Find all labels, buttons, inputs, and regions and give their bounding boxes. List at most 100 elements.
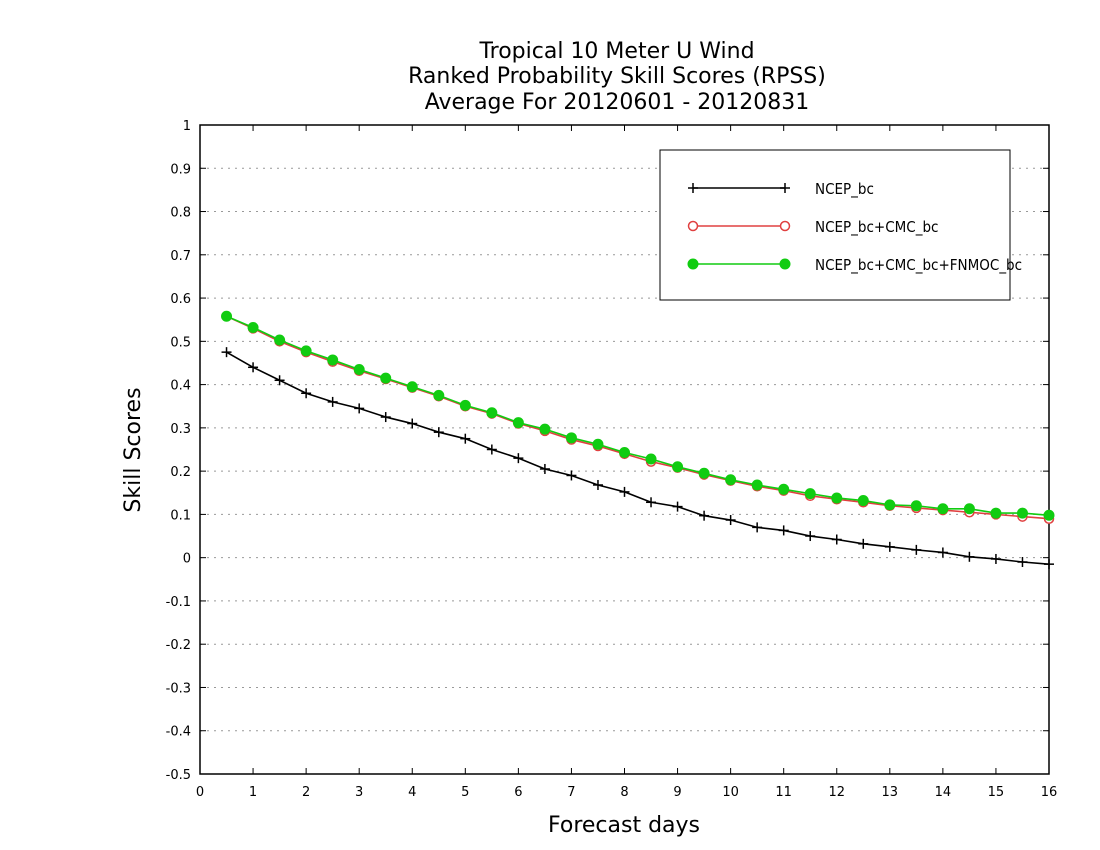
data-point: [857, 495, 869, 507]
y-tick-label: 0.1: [170, 508, 191, 523]
data-point: [1043, 509, 1055, 521]
data-point: [459, 399, 471, 411]
data-point: [699, 510, 710, 521]
series-line: [226, 315, 1050, 517]
legend-label: NCEP_bc+CMC_bc+FNMOC_bc: [815, 256, 1022, 275]
data-point: [672, 501, 683, 512]
legend-marker: [688, 183, 698, 193]
data-point: [911, 544, 922, 555]
data-point: [963, 503, 975, 515]
data-point: [327, 354, 339, 366]
data-point: [1016, 507, 1028, 519]
chart-title-line-1: Tropical 10 Meter U Wind: [478, 39, 754, 64]
y-tick-label: 1: [183, 119, 191, 134]
data-point: [301, 388, 312, 399]
series-2: [221, 310, 1055, 521]
x-tick-label: 14: [935, 785, 952, 800]
data-point: [247, 321, 259, 333]
plot-frame: [199, 124, 1050, 775]
series-0: [221, 347, 1054, 570]
x-tick-label: 2: [302, 785, 310, 800]
x-tick-label: 8: [620, 785, 628, 800]
data-point: [752, 522, 763, 533]
data-point: [592, 438, 604, 450]
data-point: [486, 407, 498, 419]
data-point: [1044, 559, 1054, 570]
y-tick-label: 0: [183, 552, 191, 567]
x-tick-label: 6: [514, 785, 522, 800]
y-tick-label: 0.8: [170, 206, 191, 221]
legend-entry: NCEP_bc: [688, 180, 874, 199]
data-point: [619, 486, 630, 497]
data-point: [884, 499, 896, 511]
data-point: [539, 463, 550, 474]
axes: -0.5 -0.4 -0.3 -0.2 -0.1 0 0.1 0.2 0.3 0.4 0.5 0.6 0…: [166, 119, 1058, 800]
data-point: [539, 423, 551, 435]
x-tick-label: 4: [408, 785, 416, 800]
data-point: [433, 427, 444, 438]
data-point: [1017, 556, 1028, 567]
data-series: [221, 310, 1055, 570]
legend-marker: [779, 220, 791, 232]
x-tick-label: 1: [249, 785, 257, 800]
data-point: [698, 467, 710, 479]
legend-box: [659, 149, 1011, 301]
data-point: [910, 500, 922, 512]
data-point: [990, 507, 1002, 519]
data-point: [778, 525, 789, 536]
data-point: [380, 372, 392, 384]
data-point: [884, 541, 895, 552]
data-point: [646, 497, 657, 508]
chart-title-line-2: Ranked Probability Skill Scores (RPSS): [408, 64, 826, 89]
data-point: [672, 461, 684, 473]
data-point: [725, 474, 737, 486]
data-point: [858, 538, 869, 549]
data-point: [380, 412, 391, 423]
y-tick-label: -0.2: [166, 638, 191, 653]
data-point: [990, 553, 1001, 564]
legend-marker: [779, 258, 791, 270]
data-point: [248, 362, 259, 373]
y-tick-label: -0.5: [166, 768, 191, 783]
x-tick-label: 9: [673, 785, 681, 800]
y-axis-label: Skill Scores: [121, 387, 146, 512]
legend-entry: NCEP_bc+CMC_bc+FNMOC_bc: [687, 256, 1022, 275]
data-point: [274, 334, 286, 346]
x-tick-label: 13: [882, 785, 899, 800]
series-1: [221, 310, 1055, 524]
y-tick-label: 0.9: [170, 162, 191, 177]
y-tick-label: 0.2: [170, 465, 191, 480]
data-point: [725, 515, 736, 526]
data-point: [512, 417, 524, 429]
x-tick-label: 3: [355, 785, 363, 800]
y-tick-label: 0.7: [170, 249, 191, 264]
data-point: [460, 433, 471, 444]
y-tick-label: 0.4: [170, 379, 191, 394]
data-point: [804, 488, 816, 500]
data-point: [221, 347, 232, 358]
x-tick-label: 15: [988, 785, 1005, 800]
data-point: [645, 453, 657, 465]
data-point: [353, 363, 365, 375]
legend-label: NCEP_bc: [815, 180, 874, 199]
legend-label: NCEP_bc+CMC_bc: [815, 218, 938, 237]
data-point: [406, 381, 418, 393]
legend-entry: NCEP_bc+CMC_bc: [687, 218, 938, 237]
data-point: [937, 547, 948, 558]
x-tick-label: 5: [461, 785, 469, 800]
y-tick-label: 0.3: [170, 422, 191, 437]
y-tick-label: -0.1: [166, 595, 191, 610]
data-point: [565, 432, 577, 444]
data-point: [274, 375, 285, 386]
y-tick-label: -0.4: [166, 725, 191, 740]
chart-title: Tropical 10 Meter U Wind Ranked Probabil…: [408, 39, 826, 115]
data-point: [778, 483, 790, 495]
legend: NCEP_bc NCEP_bc+CMC_bc NCEP_bc+CMC_bc+FNMO…: [659, 149, 1022, 301]
legend-marker: [687, 220, 699, 232]
data-point: [964, 551, 975, 562]
data-point: [300, 345, 312, 357]
data-point: [486, 444, 497, 455]
data-point: [937, 503, 949, 515]
x-tick-label: 11: [775, 785, 792, 800]
